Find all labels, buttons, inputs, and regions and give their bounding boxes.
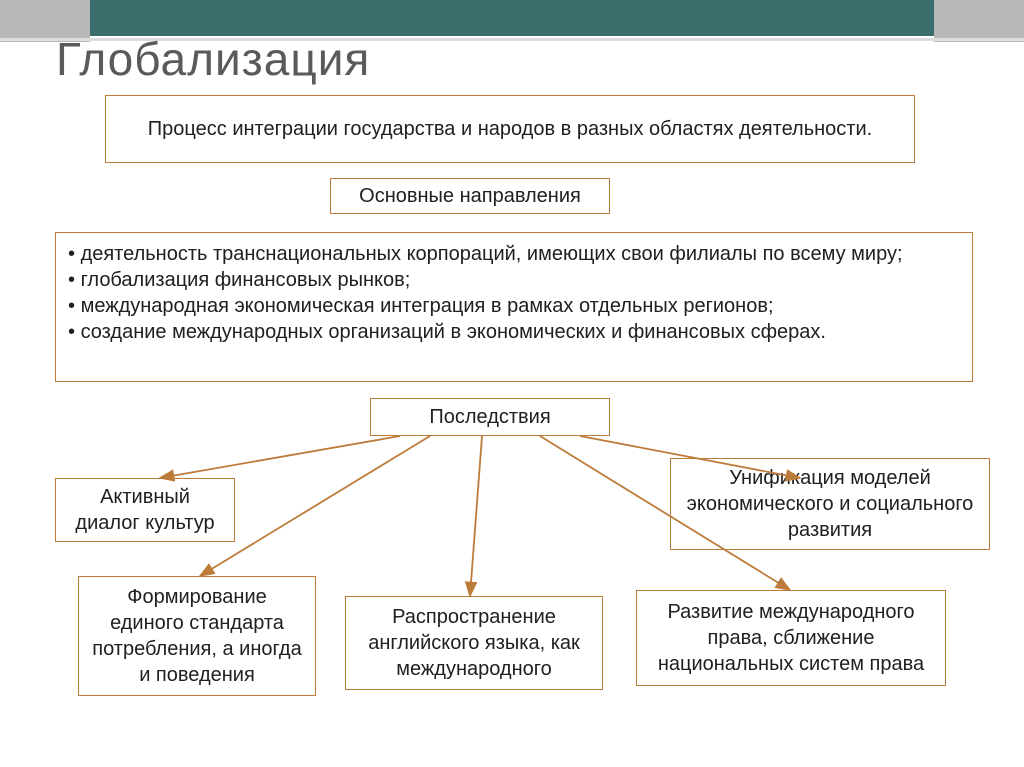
consequence-box-4: Распространение английского языка, как м… [345,596,603,690]
consequence-box-1: Активный диалог культур [55,478,235,542]
directions-item-text: создание международных организаций в эко… [81,321,826,343]
definition-box: Процесс интеграции государства и народов… [105,95,915,163]
directions-list-box: • деятельность транснациональных корпора… [55,232,973,382]
directions-item-text: глобализация финансовых рынков; [81,269,411,291]
consequence-text: Унификация моделей экономического и соци… [683,465,977,543]
directions-item: • глобализация финансовых рынков; [68,267,410,293]
consequence-box-3: Формирование единого стандарта потреблен… [78,576,316,696]
consequence-text: Активный диалог культур [68,484,222,536]
consequences-heading-text: Последствия [429,404,550,430]
header-bar [0,0,1024,36]
definition-text: Процесс интеграции государства и народов… [148,116,872,142]
directions-item: • создание международных организаций в э… [68,319,826,345]
consequence-text: Развитие международного права, сближение… [649,599,933,677]
directions-item: • международная экономическая интеграция… [68,293,774,319]
directions-item-text: международная экономическая интеграция в… [81,295,774,317]
page-title: Глобализация [56,32,370,86]
directions-heading-text: Основные направления [359,183,581,209]
consequences-heading-box: Последствия [370,398,610,436]
directions-heading-box: Основные направления [330,178,610,214]
consequence-box-5: Развитие международного права, сближение… [636,590,946,686]
header-accent-right [934,0,1024,42]
consequence-text: Распространение английского языка, как м… [358,604,590,682]
consequence-box-2: Унификация моделей экономического и соци… [670,458,990,550]
directions-item: • деятельность транснациональных корпора… [68,241,903,267]
consequence-text: Формирование единого стандарта потреблен… [91,584,303,688]
directions-item-text: деятельность транснациональных корпораци… [81,243,903,265]
